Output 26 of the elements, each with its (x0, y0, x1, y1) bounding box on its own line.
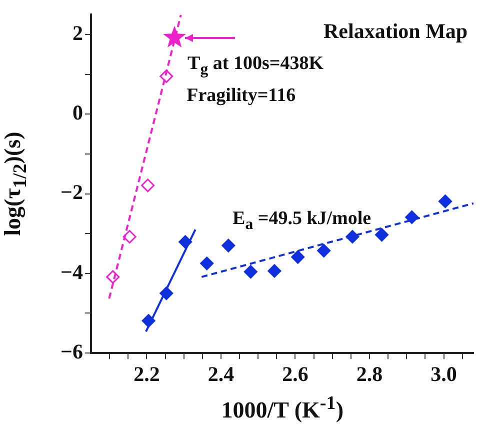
annotation: T$_{g}$ at 100s=438K (188, 52, 324, 78)
annotation: Fragility=116 (186, 84, 296, 107)
point (222, 238, 236, 252)
y-tick-label: 2 (72, 20, 83, 45)
x-tick-label: 2.4 (208, 362, 235, 386)
point (244, 265, 258, 279)
annotation: E$_{a}$ =49.5 kJ/mole (232, 208, 372, 234)
point (163, 26, 186, 48)
point (291, 250, 305, 264)
y-tick-label: −4 (60, 260, 84, 284)
point (200, 256, 214, 270)
chart-title: Relaxation Map (324, 18, 468, 44)
point (141, 178, 155, 192)
x-tick-label: 2.6 (282, 362, 308, 386)
point (268, 264, 282, 278)
point (122, 230, 136, 244)
x-tick-label: 3.0 (430, 362, 457, 386)
x-axis-title: 1000/T (K$^{-1}$) (221, 393, 344, 424)
y-tick-label: −2 (60, 180, 83, 204)
point (375, 228, 389, 242)
y-tick-label: 0 (72, 100, 83, 125)
point (438, 194, 452, 208)
x-tick-label: 2.8 (356, 362, 383, 386)
x-tick-label: 2.2 (134, 362, 160, 386)
y-tick-label: −6 (60, 339, 83, 364)
point (317, 244, 331, 258)
